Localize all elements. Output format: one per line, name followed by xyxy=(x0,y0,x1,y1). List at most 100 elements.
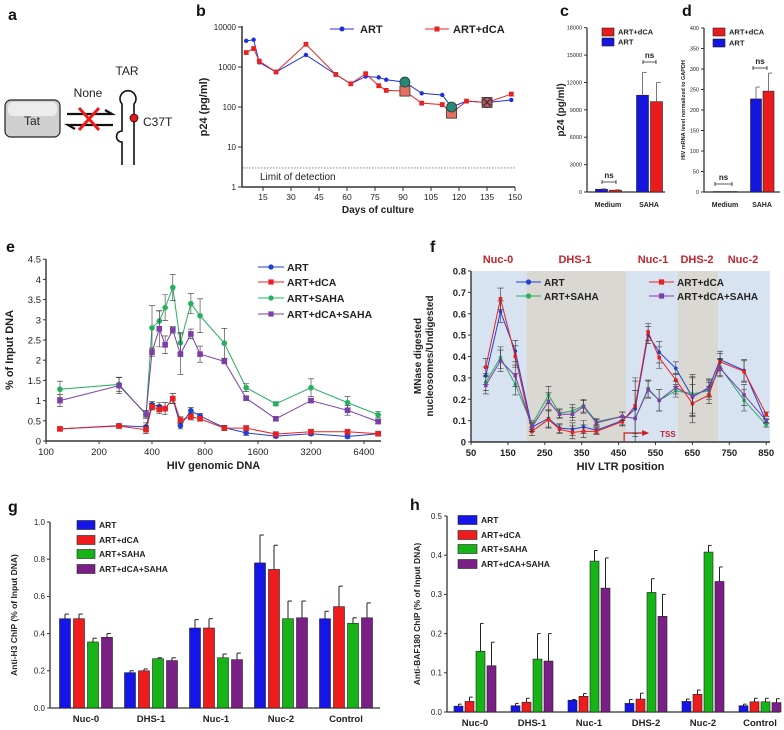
y-tick-label: 3 xyxy=(36,315,41,326)
bar-ART+dCA xyxy=(268,569,280,709)
legend-swatch xyxy=(712,27,726,37)
region-label: Nuc-1 xyxy=(638,254,669,266)
y-tick-label: 0.2 xyxy=(431,629,443,638)
panel-g-chart: 0.0 0.2 0.4 0.6 0.8 1.0 Nuc-0 DHS-1 Nuc-1 Nuc-2 Co… xyxy=(9,518,380,725)
series-line-ART+SAHA xyxy=(59,287,379,416)
data-point xyxy=(764,412,768,417)
x-tick-label: 30 xyxy=(286,192,296,202)
bar-ART+dCA+SAHA xyxy=(714,581,725,713)
y-tick-label: 3000 xyxy=(570,163,582,169)
tat-box-highlight xyxy=(8,102,57,116)
data-point xyxy=(221,425,228,431)
bar-ART xyxy=(713,191,725,193)
y-tick-label: 0.8 xyxy=(453,267,466,278)
y-tick-label: 100 xyxy=(690,149,699,155)
data-point xyxy=(308,428,314,435)
legend-label: ART+dCA xyxy=(618,28,654,37)
region-label: DHS-2 xyxy=(680,254,713,266)
y-tick-label: 0 xyxy=(579,190,582,196)
bar-ART xyxy=(189,627,201,709)
data-point xyxy=(169,327,176,333)
data-point xyxy=(162,304,168,311)
bar-ART+dCA+SAHA xyxy=(296,617,308,709)
data-point xyxy=(197,312,203,319)
series-line-ART xyxy=(59,397,379,438)
x-tick-label: 50 xyxy=(466,448,477,459)
legend-swatch xyxy=(712,38,726,48)
panel-label-g: g xyxy=(8,499,18,516)
legend-swatch xyxy=(76,564,96,574)
x-tick-label: 450 xyxy=(611,448,627,459)
significance-label: ns xyxy=(604,171,614,180)
data-point xyxy=(483,365,488,369)
legend-swatch xyxy=(601,37,615,47)
category-label: Nuc-2 xyxy=(268,714,294,725)
data-point xyxy=(464,98,469,104)
x-tick-label: 250 xyxy=(537,448,553,459)
legend-marker xyxy=(268,264,274,270)
bar-ART xyxy=(453,705,464,713)
y-tick-label: 0.7 xyxy=(453,288,466,299)
y-tick-label: 15000 xyxy=(567,53,582,59)
bar-ART xyxy=(624,703,635,713)
data-point xyxy=(143,411,149,417)
legend-label: ART xyxy=(729,39,745,48)
legend-label: ART+dCA+SAHA xyxy=(99,564,168,574)
legend-label: ART+dCA xyxy=(99,535,139,545)
region-label: Nuc-0 xyxy=(483,254,514,266)
bar-ART+dCA xyxy=(333,606,345,709)
data-point xyxy=(673,366,678,371)
y-axis-label: nucleosomes/Undigested xyxy=(425,295,436,416)
bar-ART+dCA xyxy=(609,189,622,193)
y-tick-label: 0.0 xyxy=(34,704,46,713)
data-point xyxy=(707,386,711,391)
y-tick-label: 0 xyxy=(461,438,466,449)
data-point xyxy=(243,395,249,401)
data-point xyxy=(169,395,176,402)
category-label: Nuc-1 xyxy=(576,718,603,729)
legend-label: ART+dCA+SAHA xyxy=(481,559,550,569)
data-point xyxy=(594,429,599,434)
data-point xyxy=(303,41,309,47)
data-point xyxy=(570,412,575,417)
tss-label: TSS xyxy=(660,430,676,439)
mutation-site-marker xyxy=(129,113,139,123)
bar-ART+dCA xyxy=(578,696,589,713)
category-label: Control xyxy=(743,718,777,729)
x-axis-label: HIV genomic DNA xyxy=(167,460,261,472)
data-point xyxy=(620,414,625,419)
x-tick-label: 75 xyxy=(370,192,380,202)
data-point xyxy=(116,382,122,389)
legend-swatch xyxy=(76,520,96,530)
tar-label: TAR xyxy=(115,64,138,78)
data-point xyxy=(308,384,314,391)
y-tick-label: 1 xyxy=(232,183,237,192)
category-label: SAHA xyxy=(752,202,772,209)
legend-swatch xyxy=(601,27,615,37)
x-tick-label: 3200 xyxy=(300,447,321,458)
panel-label-d: d xyxy=(682,3,692,20)
bar-ART xyxy=(254,562,266,709)
y-tick-label: 0.5 xyxy=(28,416,41,427)
significance-label: ns xyxy=(719,173,729,182)
legend-swatch xyxy=(457,530,478,540)
x-axis-label: Days of culture xyxy=(342,205,415,216)
data-point xyxy=(149,325,155,331)
y-tick-label: 0.0 xyxy=(431,708,443,717)
x-tick-label: 90 xyxy=(398,192,408,202)
bar-ART xyxy=(636,94,649,193)
significance-label: ns xyxy=(755,57,765,66)
x-tick-label: 150 xyxy=(508,192,522,202)
data-point xyxy=(375,411,381,418)
data-point xyxy=(188,407,194,414)
significance-bracket xyxy=(752,66,768,70)
region-shading-DHS-1 xyxy=(526,271,626,442)
x-tick-label: 1600 xyxy=(247,447,268,458)
data-point xyxy=(633,416,638,421)
data-point xyxy=(344,433,351,440)
legend-swatch xyxy=(457,515,478,525)
data-point xyxy=(419,100,425,106)
y-tick-label: 1.5 xyxy=(28,376,41,387)
data-point xyxy=(513,354,518,359)
category-label: Nuc-0 xyxy=(73,714,99,725)
